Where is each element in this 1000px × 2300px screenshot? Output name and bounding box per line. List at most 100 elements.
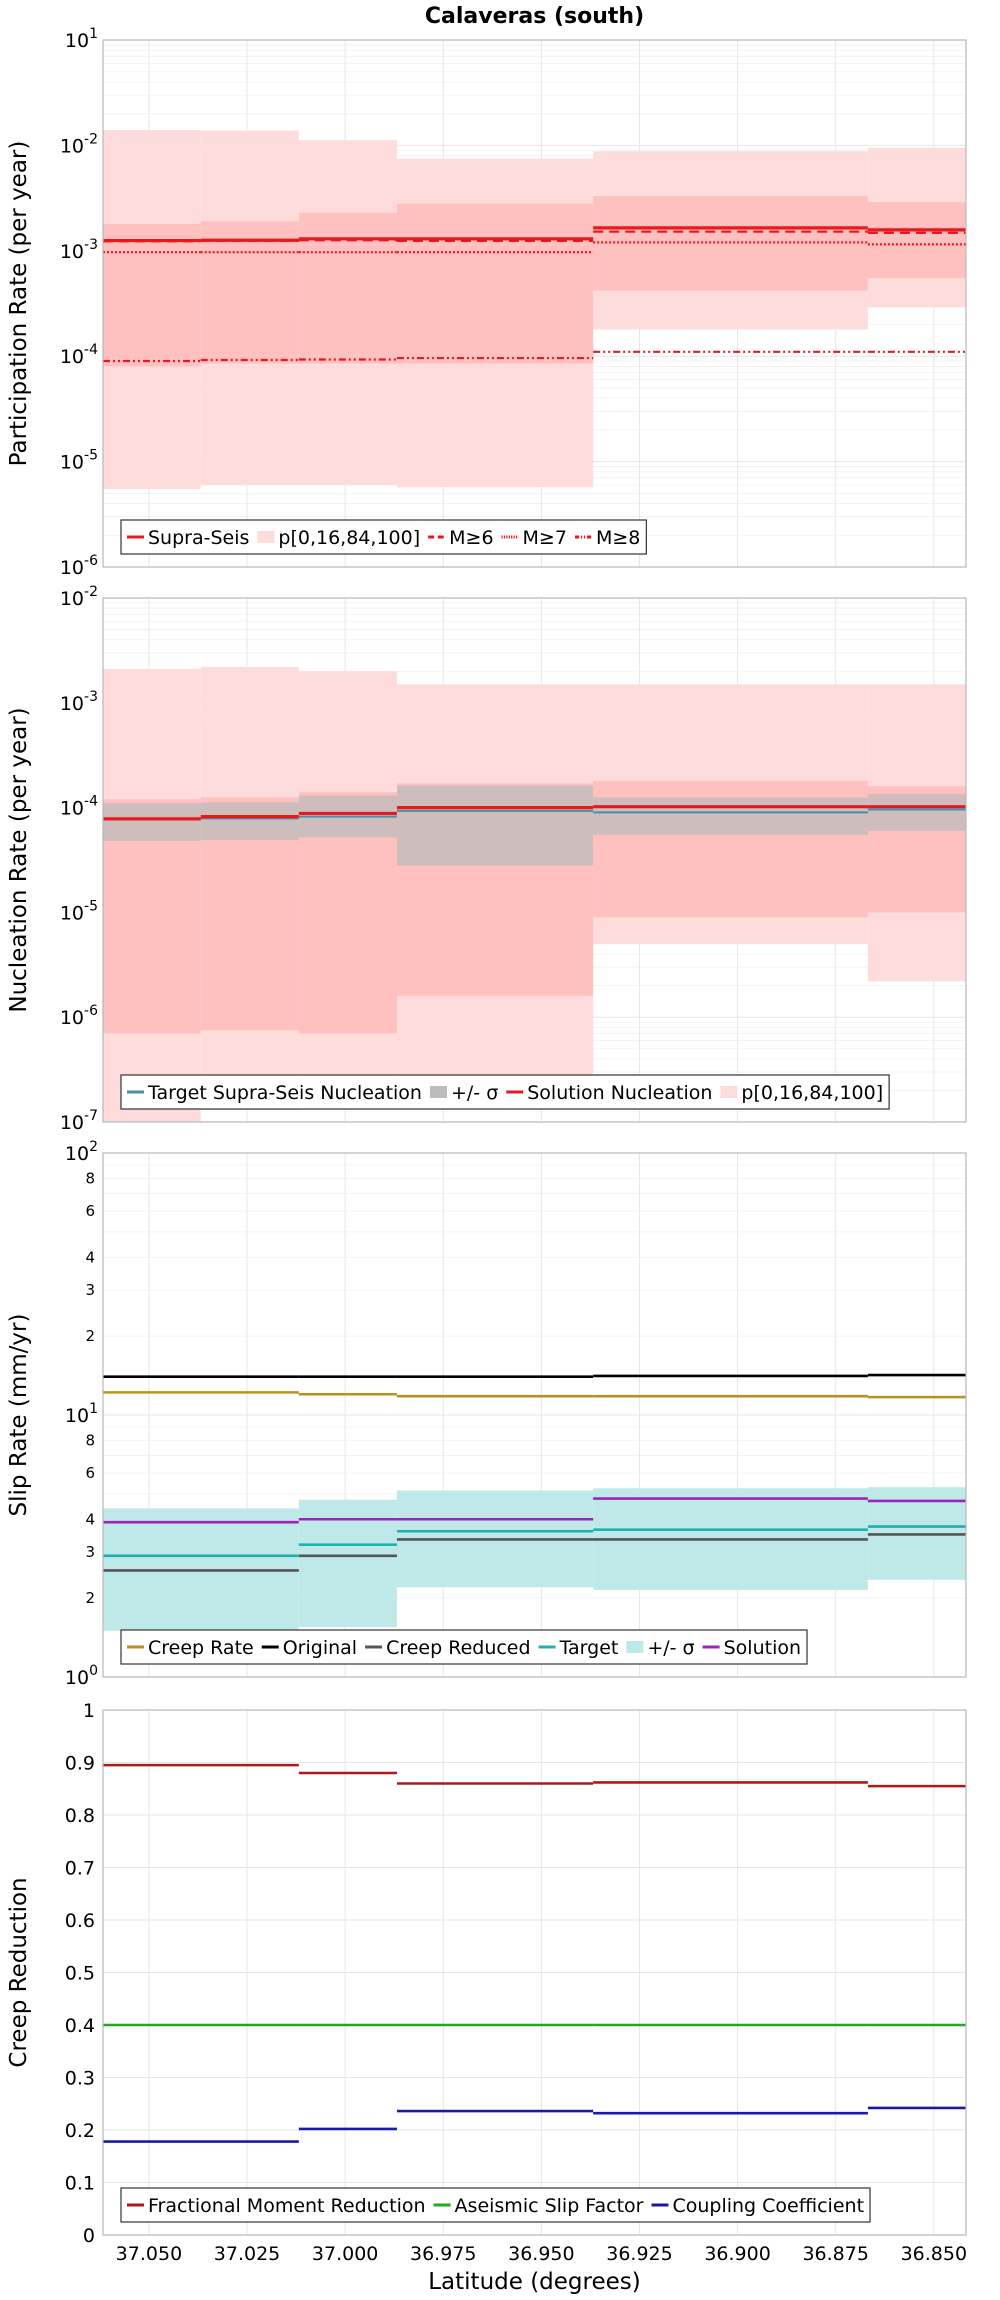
legend: Supra-Seis p[0,16,84,100] M≥6 M≥7 M≥8 (120, 519, 647, 555)
legend-label: Solution Nucleation (527, 1082, 712, 1104)
legend: Fractional Moment Reduction Aseismic Slip… (120, 2187, 871, 2223)
y-tick-base: 10 (60, 557, 84, 579)
legend-label: Creep Reduced (386, 1637, 530, 1659)
y-tick-exponent: -5 (84, 448, 98, 464)
bands (103, 129, 966, 489)
legend-label: Solution (724, 1637, 801, 1659)
y-minor-tick-label: 8 (85, 1431, 95, 1449)
legend-label: Target Supra-Seis Nucleation (147, 1082, 422, 1104)
y-tick-label: 0.2 (65, 2120, 95, 2142)
y-minor-tick-label: 6 (85, 1464, 95, 1482)
y-tick-exponent: -7 (84, 1108, 98, 1124)
legend-label: Target (559, 1637, 619, 1659)
plot-frame (102, 39, 967, 568)
y-tick-labels: 10-710-610-510-410-310-2 (60, 584, 98, 1134)
y-tick-base: 10 (65, 1405, 89, 1427)
legend-item: Creep Rate (127, 1637, 254, 1659)
y-tick-label: 10-3 (60, 237, 98, 263)
legend-item: Solution Nucleation (506, 1082, 712, 1104)
y-tick-exponent: 1 (89, 1401, 98, 1417)
y-tick-label: 0.9 (65, 1753, 95, 1775)
x-tick-label: 36.975 (410, 2243, 476, 2265)
y-minor-tick-label: 3 (85, 1543, 95, 1561)
y-tick-label: 0.1 (65, 2173, 95, 2195)
y-minor-tick-label: 3 (85, 1281, 95, 1299)
band-rect-2-1 (200, 802, 299, 841)
y-tick-label: 10-2 (60, 131, 98, 157)
series (103, 1373, 966, 1572)
y-tick-label: 102 (65, 1139, 98, 1165)
y-tick-base: 10 (65, 1667, 89, 1689)
y-tick-label: 1 (83, 1700, 95, 1722)
y-tick-base: 10 (60, 452, 84, 474)
y-axis-title: Participation Rate (per year) (6, 141, 32, 467)
y-tick-label: 10-5 (60, 898, 98, 924)
band-rect-1-2 (298, 212, 397, 364)
plot-frame (102, 1152, 967, 1678)
y-axis-title: Nucleation Rate (per year) (6, 707, 32, 1012)
y-minor-tick-label: 6 (85, 1202, 95, 1220)
legend-label: p[0,16,84,100] (741, 1082, 883, 1104)
legend: Target Supra-Seis Nucleation +/- σ Solutio… (120, 1074, 890, 1110)
band-rect-2-3 (396, 785, 594, 866)
y-tick-base: 10 (60, 241, 84, 263)
plot-frame (102, 1709, 967, 2236)
x-axis-title: Latitude (degrees) (428, 2269, 641, 2295)
y-minor-tick-label: 4 (85, 1510, 95, 1528)
legend-item: Supra-Seis (127, 527, 249, 549)
series (103, 805, 966, 821)
y-tick-label: 0.8 (65, 1805, 95, 1827)
legend-item: Creep Reduced (365, 1637, 531, 1659)
grid (103, 1709, 966, 2236)
bands (103, 1487, 966, 1631)
legend-box (120, 519, 647, 555)
band-rect-0-1 (298, 1499, 397, 1628)
legend-box (120, 1074, 890, 1110)
y-minor-tick-label: 8 (85, 1169, 95, 1187)
y-tick-exponent: -5 (84, 898, 98, 914)
legend-label: Coupling Coefficient (672, 2195, 864, 2217)
y-tick-base: 10 (60, 1112, 84, 1134)
y-tick-label: 10-7 (60, 1108, 98, 1134)
x-tick-label: 36.925 (606, 2243, 672, 2265)
legend-swatch-patch (429, 1086, 447, 1098)
y-tick-base: 10 (65, 30, 89, 52)
bands (103, 666, 966, 1122)
legend-item: Fractional Moment Reduction (127, 2195, 426, 2217)
legend-label: +/- σ (451, 1082, 498, 1104)
plot-frame (102, 597, 967, 1123)
y-minor-tick-label: 2 (85, 1589, 95, 1607)
legend-swatch-patch (257, 531, 275, 543)
panel-creep: 0 0.1 0.2 0.3 0.4 0.5 0.6 0.7 0.8 0.9 1 Creep Reduc… (6, 1700, 967, 2247)
legend-box (120, 2187, 871, 2223)
y-tick-exponent: 1 (89, 26, 98, 42)
legend-swatch-patch (720, 1086, 738, 1098)
x-tick-label: 36.900 (704, 2243, 770, 2265)
legend-item: Original (261, 1637, 357, 1659)
series (103, 226, 966, 363)
y-tick-exponent: -3 (84, 689, 98, 705)
y-tick-label: 0 (83, 2225, 95, 2247)
y-tick-label: 10-4 (60, 342, 98, 368)
legend-item: Target (538, 1637, 619, 1659)
legend-label: Supra-Seis (148, 527, 249, 549)
legend-item: p[0,16,84,100] (720, 1082, 883, 1104)
y-tick-label: 0.3 (65, 2068, 95, 2090)
x-tick-label: 36.875 (802, 2243, 868, 2265)
y-tick-label: 10-6 (60, 553, 98, 579)
y-tick-exponent: -3 (84, 237, 98, 253)
band-rect-1-5 (867, 202, 966, 279)
y-tick-exponent: 2 (89, 1139, 98, 1155)
legend-label: Aseismic Slip Factor (455, 2195, 644, 2217)
x-tick-label: 37.025 (214, 2243, 280, 2265)
x-tick-label: 37.050 (116, 2243, 182, 2265)
legend-item: +/- σ (626, 1637, 695, 1659)
band-rect-2-4 (593, 797, 868, 835)
y-tick-label: 10-2 (60, 584, 98, 610)
legend-item: M≥6 (428, 527, 494, 549)
legend-item: Target Supra-Seis Nucleation (127, 1082, 422, 1104)
y-tick-exponent: -4 (84, 342, 98, 358)
y-minor-tick-label: 4 (85, 1248, 95, 1266)
